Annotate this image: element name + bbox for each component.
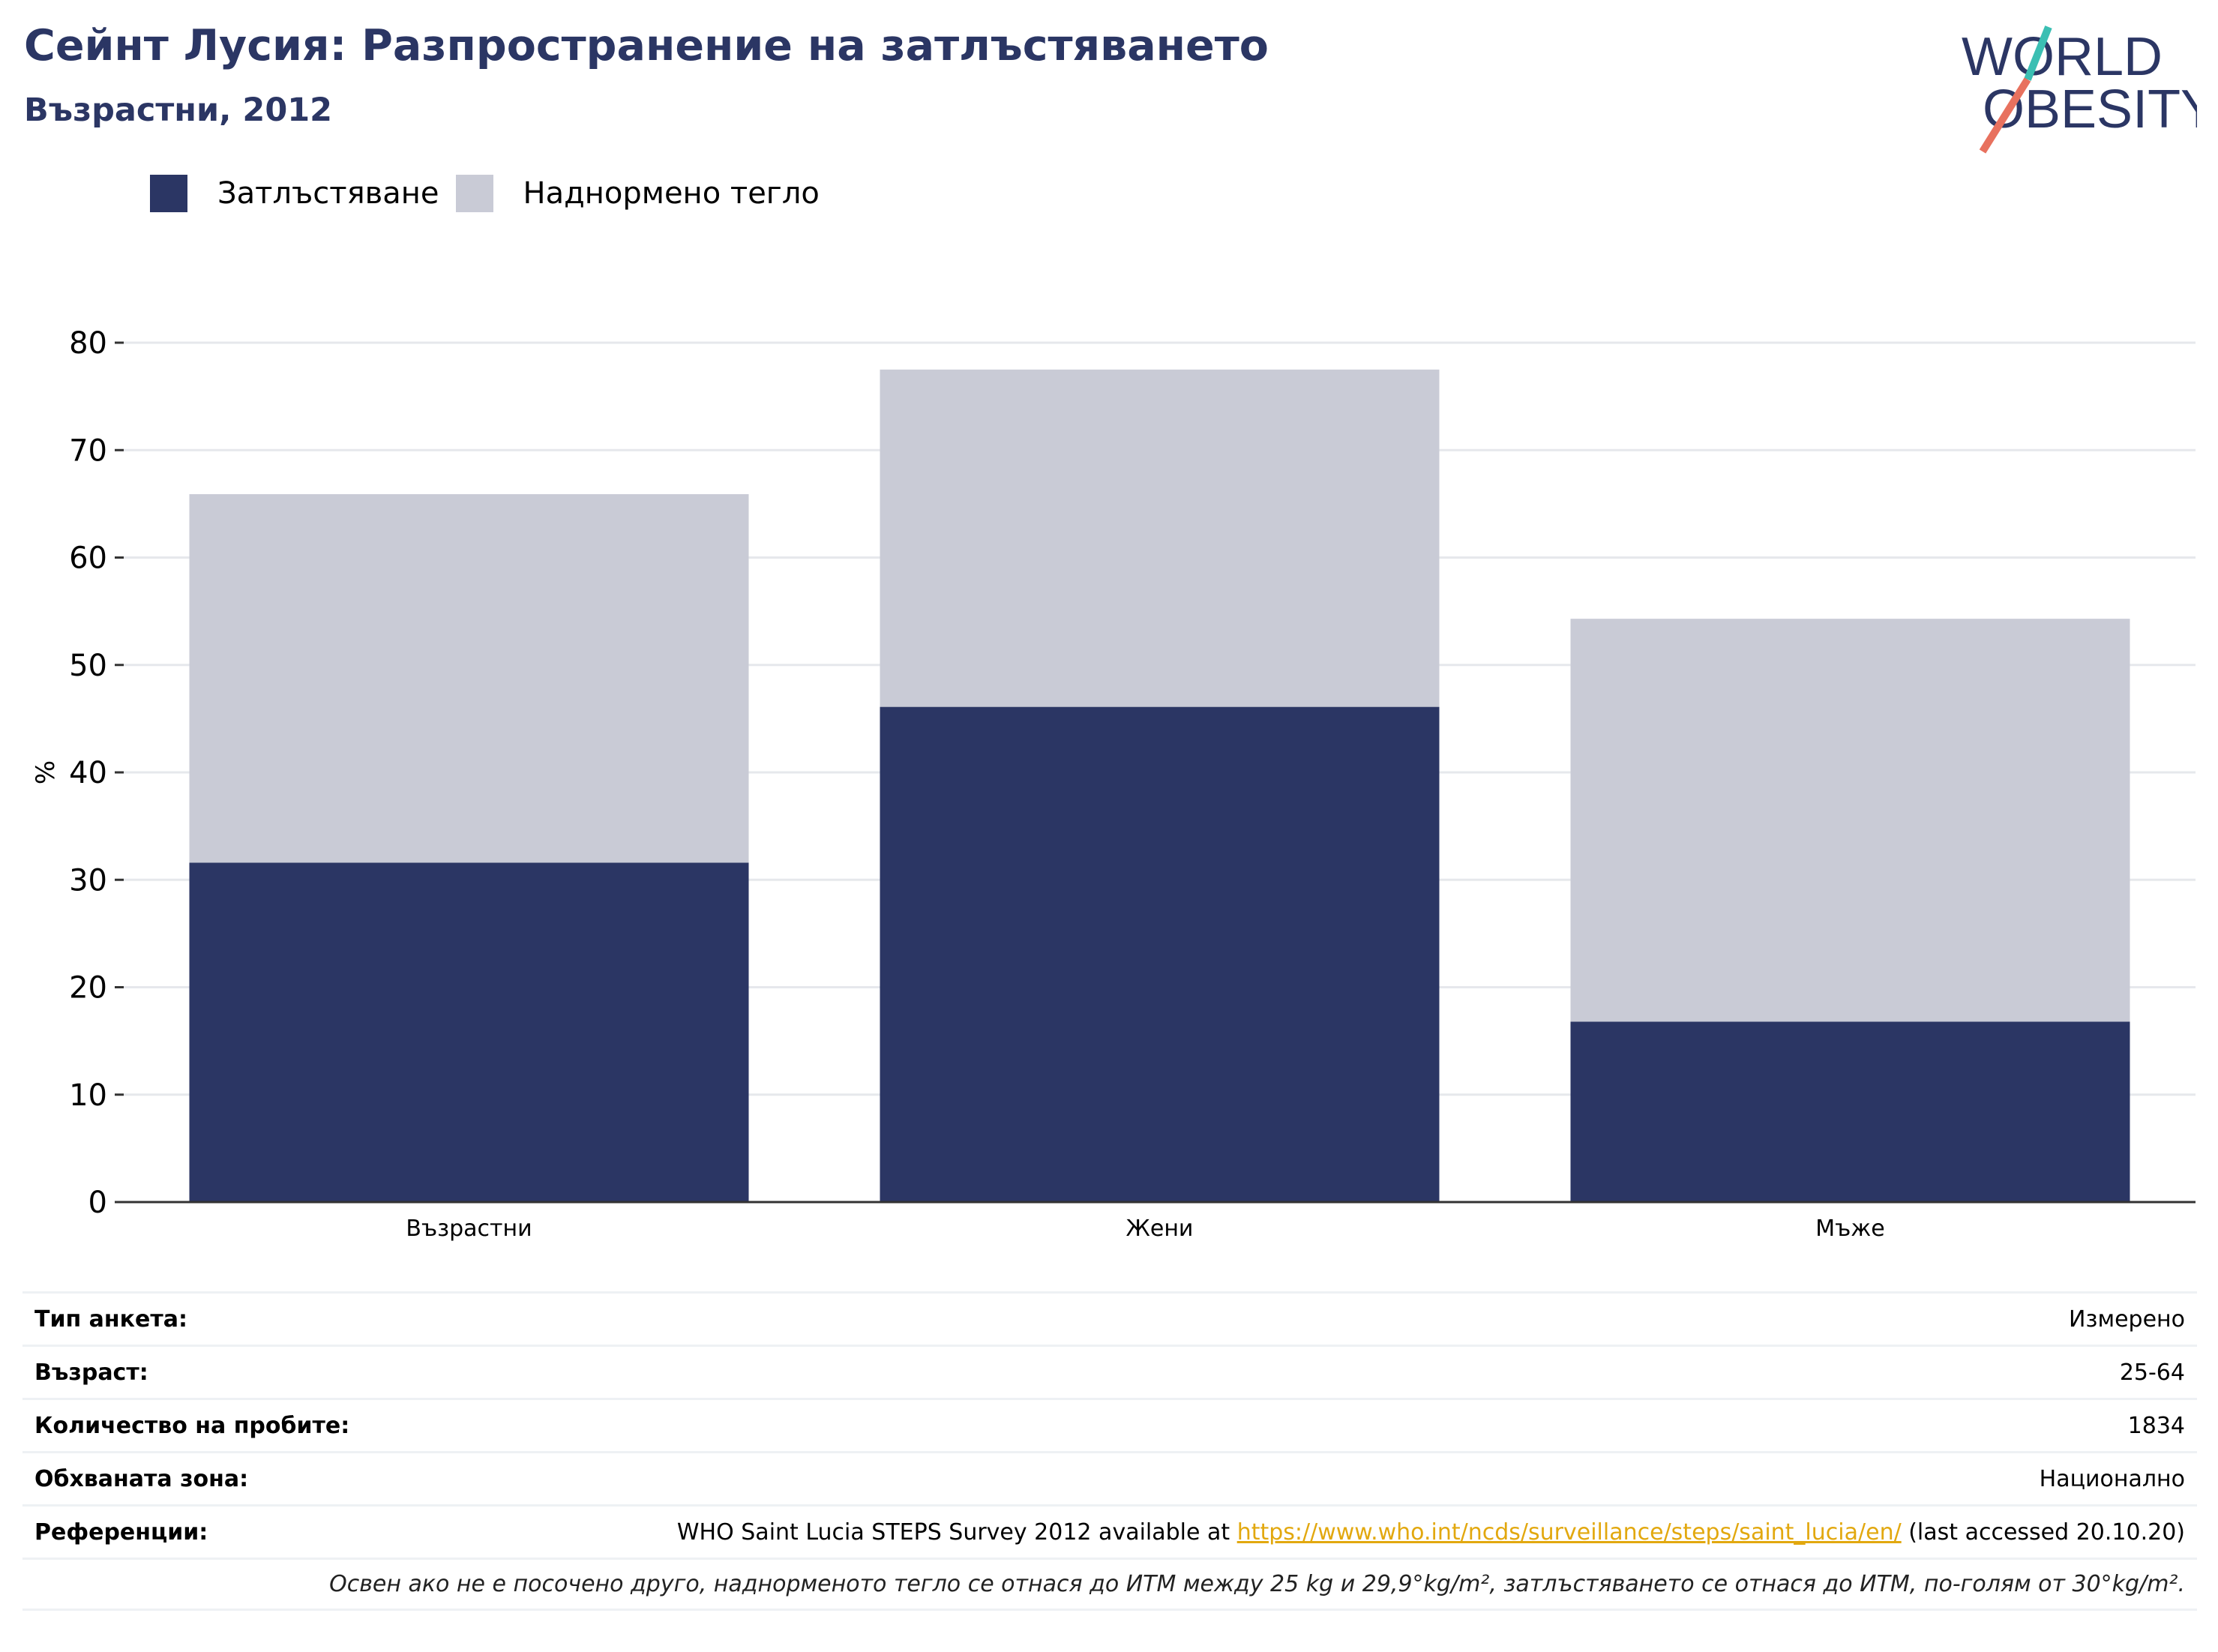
reference-prefix: WHO Saint Lucia STEPS Survey 2012 availa…: [676, 1519, 1237, 1546]
info-key: Възраст:: [34, 1359, 148, 1386]
info-value: 1834: [2127, 1412, 2185, 1439]
page-title: Сейнт Лусия: Разпространение на затлъстя…: [24, 21, 1269, 70]
bar-overweight: [1570, 619, 2130, 1022]
info-row-area: Обхваната зона: Национално: [22, 1451, 2197, 1504]
survey-info-table: Тип анкета: Измерено Възраст: 25-64 Коли…: [22, 1291, 2197, 1611]
y-axis-label: %: [31, 760, 61, 784]
legend-swatch-overweight: [455, 175, 493, 212]
y-tick-label: 10: [69, 1078, 107, 1113]
x-tick-label: Жени: [1126, 1216, 1194, 1242]
reference-suffix: (last accessed 20.10.20): [1901, 1519, 2185, 1546]
info-key: Количество на пробите:: [34, 1412, 350, 1439]
info-row-references: Референции: WHO Saint Lucia STEPS Survey…: [22, 1504, 2197, 1558]
info-key: Обхваната зона:: [34, 1465, 249, 1492]
world-obesity-logo: WORLD OBESITY: [1962, 25, 2197, 154]
x-tick-label: Възрастни: [406, 1216, 532, 1242]
info-row-age: Възраст: 25-64: [22, 1345, 2197, 1398]
x-tick-label: Мъже: [1815, 1216, 1885, 1242]
bar-chart: 0 10 20 30 40 50 60 70 80% Възрастни Жени Мъже: [31, 326, 2196, 1242]
legend-label-obesity: Затлъстяване: [217, 176, 439, 211]
logo-line2: OBESITY: [1983, 79, 2197, 139]
definition-note: Освен ако не е посочено друго, наднормен…: [22, 1558, 2197, 1611]
y-tick-label: 30: [69, 863, 107, 898]
info-value: Национално: [2039, 1465, 2185, 1492]
reference-link[interactable]: https://www.who.int/ncds/surveillance/st…: [1236, 1519, 1902, 1546]
bar-overweight: [189, 493, 749, 863]
bar-obesity: [189, 862, 749, 1202]
chart-legend: Затлъстяване Наднормено тегло: [150, 174, 836, 213]
y-tick-label: 60: [69, 541, 107, 576]
page-subtitle: Възрастни, 2012: [24, 91, 333, 129]
info-value: Измерено: [2069, 1306, 2185, 1333]
logo-line1: WORLD: [1962, 27, 2163, 87]
y-tick-label: 20: [69, 971, 107, 1006]
y-tick-label: 80: [69, 326, 107, 361]
y-tick-label: 70: [69, 433, 107, 468]
bar-obesity: [880, 706, 1440, 1202]
y-tick-label: 50: [69, 649, 107, 683]
logo-slash-coral: [1979, 77, 2031, 154]
bar-obesity: [1570, 1021, 2130, 1202]
info-row-sample-size: Количество на пробите: 1834: [22, 1398, 2197, 1451]
bar-overweight: [880, 369, 1440, 707]
info-value: 25-64: [2119, 1359, 2185, 1386]
info-key: Тип анкета:: [34, 1306, 187, 1333]
info-row-survey-type: Тип анкета: Измерено: [22, 1291, 2197, 1345]
y-tick-label: 0: [88, 1186, 107, 1220]
reference-value: WHO Saint Lucia STEPS Survey 2012 availa…: [677, 1519, 2185, 1546]
legend-label-overweight: Наднормено тегло: [523, 176, 820, 211]
y-tick-label: 40: [69, 756, 107, 790]
legend-swatch-obesity: [150, 175, 187, 212]
info-key: Референции:: [34, 1519, 208, 1546]
logo-slash-teal: [2024, 25, 2052, 81]
